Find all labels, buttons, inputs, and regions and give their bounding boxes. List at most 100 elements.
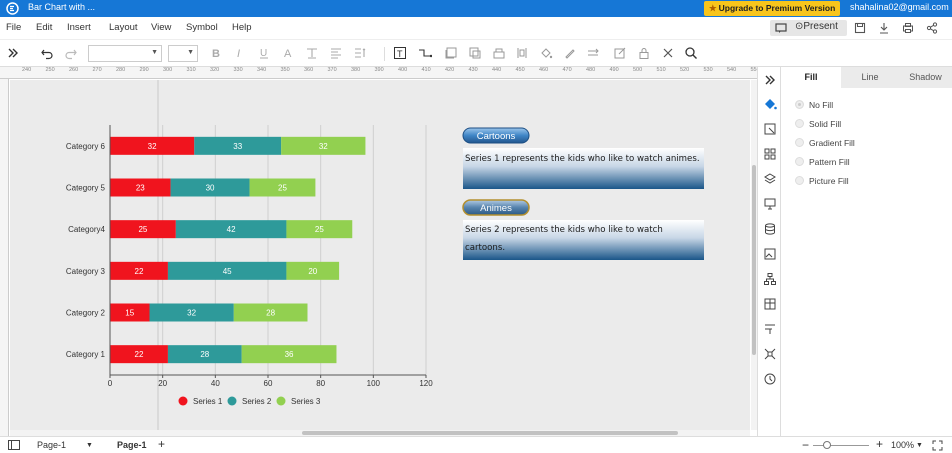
- zoom-slider[interactable]: [813, 445, 869, 446]
- redo-icon[interactable]: [64, 46, 78, 60]
- layers-icon[interactable]: [763, 172, 777, 186]
- print-icon[interactable]: [901, 21, 915, 35]
- align-icon[interactable]: [329, 46, 343, 60]
- share-icon[interactable]: [925, 21, 939, 35]
- bar-segment[interactable]: [249, 178, 316, 197]
- search-icon[interactable]: [684, 46, 698, 60]
- cartoons-text-box[interactable]: [463, 148, 704, 189]
- line-spacing-icon[interactable]: [353, 46, 367, 60]
- option-gradient-fill[interactable]: Gradient Fill: [795, 138, 855, 148]
- account-menu[interactable]: shahalina02@gmail.com▼: [850, 2, 952, 12]
- bar-segment[interactable]: [149, 303, 234, 322]
- bar-segment[interactable]: [110, 303, 150, 322]
- menu-layout[interactable]: Layout: [109, 22, 138, 33]
- add-page-button[interactable]: +: [158, 437, 166, 451]
- download-icon[interactable]: [877, 21, 891, 35]
- fullscreen-icon[interactable]: [932, 440, 943, 451]
- presentation-icon[interactable]: [763, 197, 777, 211]
- tab-fill[interactable]: Fill: [781, 67, 841, 88]
- tab-line[interactable]: Line: [861, 72, 879, 82]
- bar-segment[interactable]: [110, 345, 168, 364]
- grid-shapes-icon[interactable]: [763, 147, 777, 161]
- org-chart-icon[interactable]: [763, 272, 777, 286]
- bar-segment[interactable]: [175, 220, 287, 239]
- line-style-icon[interactable]: [587, 46, 605, 60]
- comment-icon[interactable]: [774, 21, 788, 35]
- save-icon[interactable]: [853, 21, 867, 35]
- page-tab[interactable]: Page-1: [117, 440, 147, 450]
- menu-view[interactable]: View: [151, 22, 172, 33]
- collapse-double-chevron-icon[interactable]: [6, 46, 20, 60]
- tab-shadow[interactable]: Shadow: [909, 72, 942, 82]
- zoom-level[interactable]: 100%: [891, 440, 915, 450]
- underline-icon[interactable]: U: [257, 46, 271, 60]
- fill-style-icon[interactable]: [763, 97, 777, 111]
- bar-segment[interactable]: [286, 220, 353, 239]
- drawing-canvas[interactable]: 22 28 36 15 32 28 22 45 20 25 42 25 23 30 25 32 33 32 0 20…: [10, 80, 750, 430]
- option-no-fill[interactable]: No Fill: [795, 100, 833, 110]
- animes-label-pill[interactable]: [462, 199, 530, 216]
- option-picture-fill[interactable]: Picture Fill: [795, 176, 849, 186]
- page-view-icon[interactable]: [8, 440, 20, 450]
- menu-file[interactable]: File: [6, 22, 22, 33]
- arrange-icon[interactable]: [492, 46, 506, 60]
- container-icon[interactable]: [444, 46, 458, 60]
- image-edit-icon[interactable]: [763, 122, 777, 136]
- line-color-icon[interactable]: [563, 46, 577, 60]
- undo-icon[interactable]: [40, 46, 54, 60]
- zoom-slider-thumb[interactable]: [823, 441, 831, 449]
- bar-segment[interactable]: [170, 178, 250, 197]
- text-format-icon[interactable]: [763, 322, 777, 336]
- animes-text-box[interactable]: [463, 220, 704, 260]
- tools-icon[interactable]: [661, 46, 675, 60]
- zoom-in-button[interactable]: +: [876, 437, 884, 451]
- bar-segment[interactable]: [110, 136, 195, 155]
- bar-segment[interactable]: [194, 136, 282, 155]
- expand-double-chevron-icon[interactable]: [763, 73, 777, 87]
- connector-icon[interactable]: [418, 46, 432, 60]
- bar-segment[interactable]: [110, 261, 168, 280]
- font-size-select[interactable]: ▼: [168, 45, 198, 62]
- bar-segment[interactable]: [110, 178, 171, 197]
- lock-icon[interactable]: [637, 46, 651, 60]
- menu-symbol[interactable]: Symbol: [186, 22, 218, 33]
- bar-segment[interactable]: [281, 136, 366, 155]
- menu-edit[interactable]: Edit: [36, 22, 53, 33]
- menu-insert[interactable]: Insert: [67, 22, 91, 33]
- radio-button[interactable]: [795, 157, 804, 166]
- option-pattern-fill[interactable]: Pattern Fill: [795, 157, 850, 167]
- menu-help[interactable]: Help: [232, 22, 252, 33]
- present-button[interactable]: ⊙Present: [795, 21, 838, 32]
- text-box-icon[interactable]: T: [393, 46, 407, 60]
- chevron-down-icon[interactable]: ▼: [916, 442, 923, 449]
- bold-icon[interactable]: B: [209, 46, 223, 60]
- distribute-icon[interactable]: [515, 46, 529, 60]
- database-icon[interactable]: [763, 222, 777, 236]
- radio-button[interactable]: [795, 176, 804, 185]
- zoom-out-button[interactable]: −: [802, 438, 810, 452]
- radio-button[interactable]: [795, 119, 804, 128]
- upgrade-button[interactable]: ★ Upgrade to Premium Version: [704, 1, 841, 16]
- expand-arrows-icon[interactable]: [763, 347, 777, 361]
- horizontal-scrollbar[interactable]: [10, 430, 750, 436]
- table-icon[interactable]: [763, 297, 777, 311]
- italic-icon[interactable]: I: [233, 46, 247, 60]
- bar-segment[interactable]: [167, 345, 242, 364]
- bar-segment[interactable]: [233, 303, 308, 322]
- edit-shape-icon[interactable]: [613, 46, 627, 60]
- bar-segment[interactable]: [241, 345, 337, 364]
- fill-bucket-icon[interactable]: [539, 46, 553, 60]
- cartoons-label-pill[interactable]: [462, 127, 530, 144]
- vertical-scroll-thumb[interactable]: [752, 165, 756, 355]
- group-icon[interactable]: [468, 46, 482, 60]
- font-family-select[interactable]: ▼: [88, 45, 162, 62]
- horizontal-scroll-thumb[interactable]: [302, 431, 678, 435]
- font-color-icon[interactable]: A: [281, 46, 295, 60]
- bar-segment[interactable]: [286, 261, 340, 280]
- chevron-down-icon[interactable]: ▼: [86, 442, 93, 449]
- bar-chart[interactable]: 22 28 36 15 32 28 22 45 20 25 42 25 23 30 25 32 33 32 0 20…: [10, 80, 750, 430]
- page-dropdown[interactable]: Page-1: [37, 440, 67, 450]
- radio-button[interactable]: [795, 138, 804, 147]
- text-style-icon[interactable]: [305, 46, 319, 60]
- bar-segment[interactable]: [110, 220, 176, 239]
